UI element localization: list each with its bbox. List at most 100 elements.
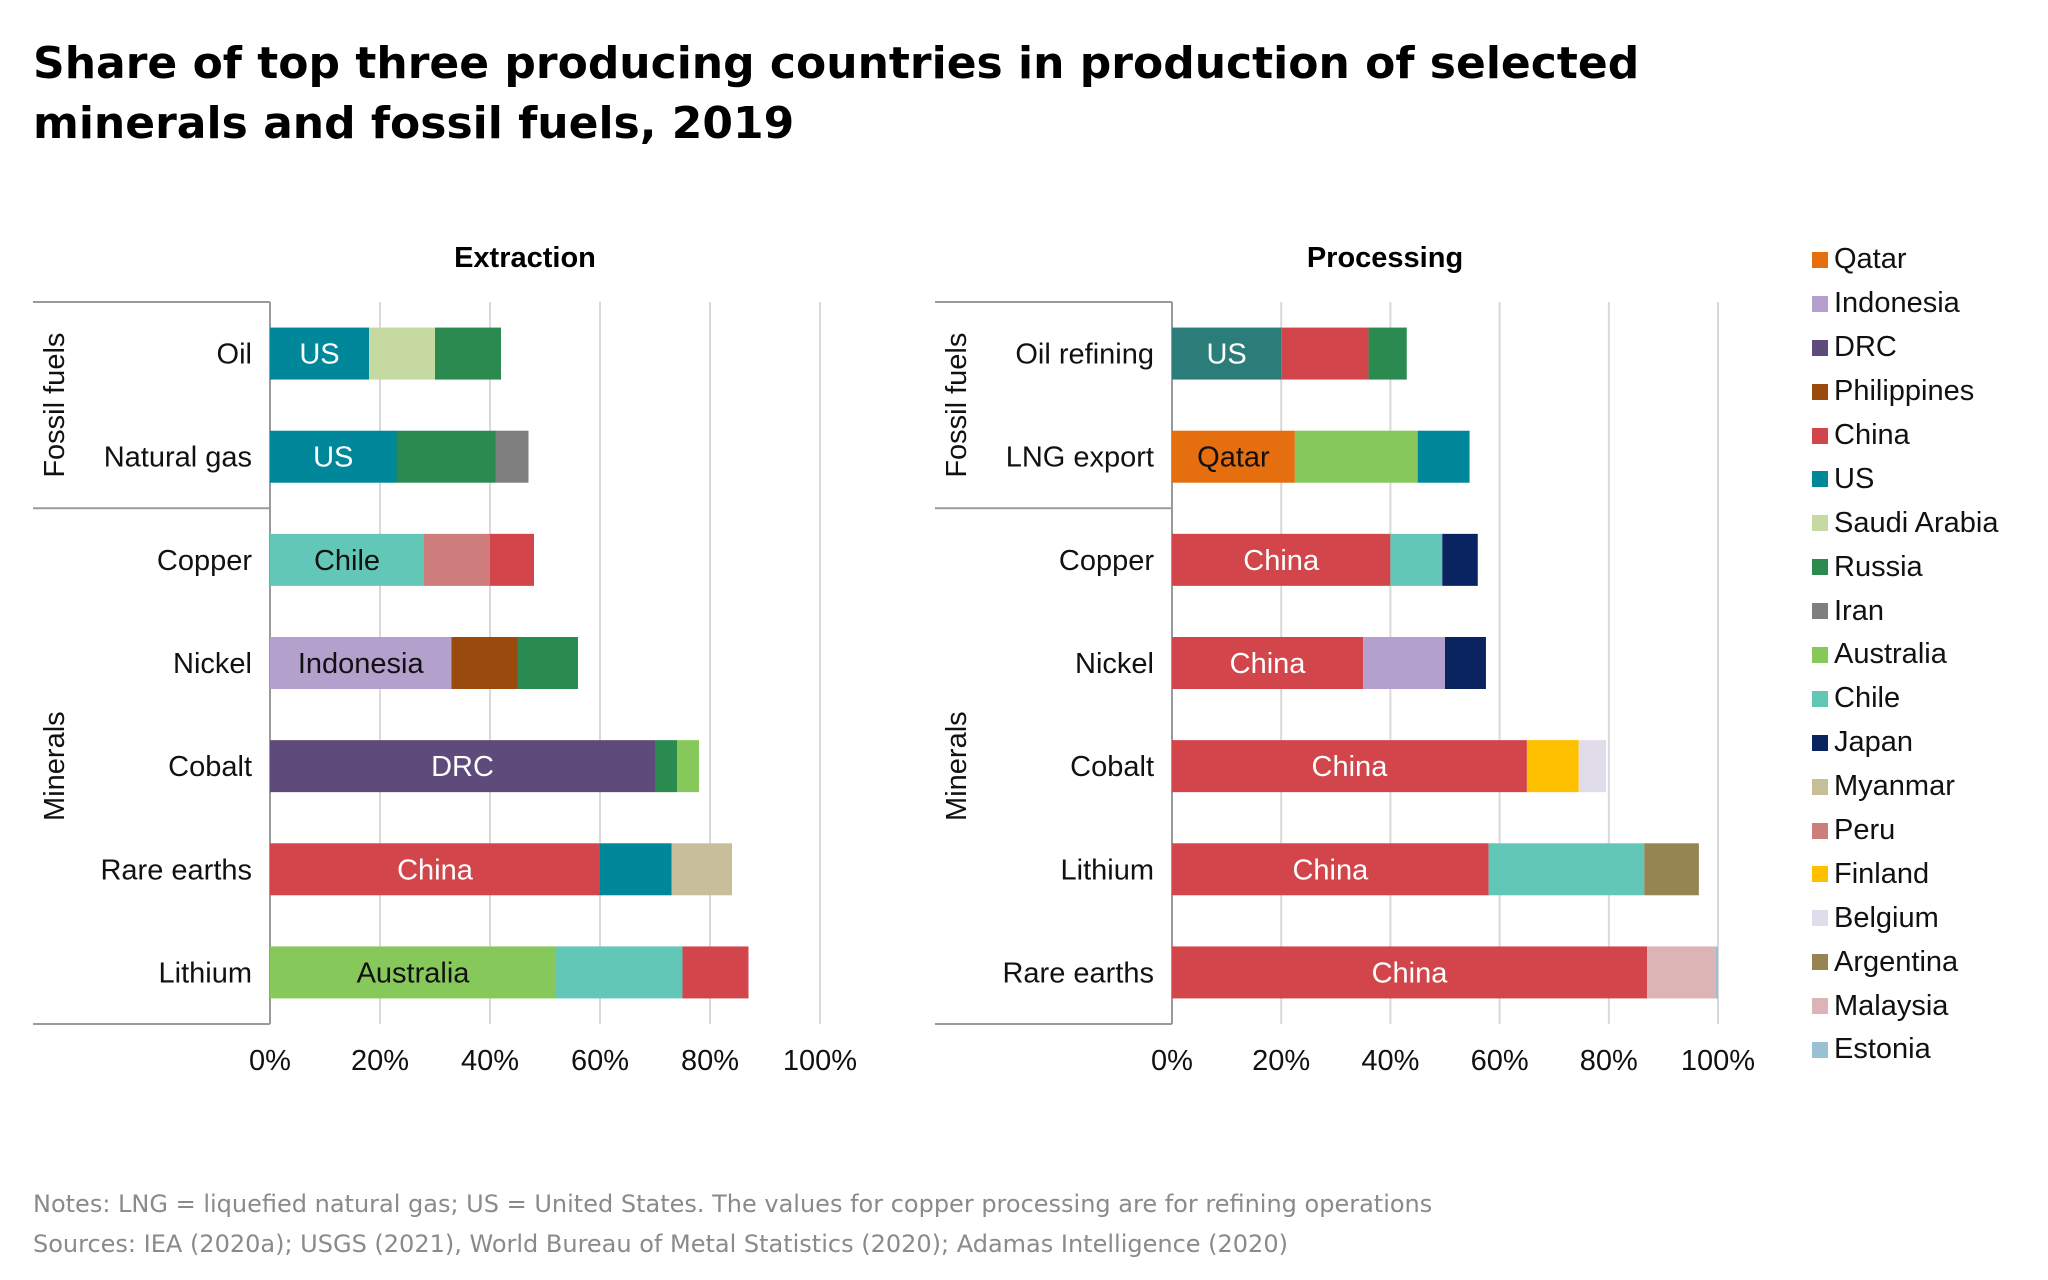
bar-segment-myanmar bbox=[671, 843, 732, 896]
legend-swatch bbox=[1812, 559, 1828, 576]
legend-item: Japan bbox=[1812, 721, 1998, 765]
x-tick-label: 100% bbox=[1681, 1045, 1755, 1077]
bar-segment-malaysia bbox=[1647, 946, 1716, 999]
bar-segment-us bbox=[1417, 430, 1470, 483]
legend: Qatar Indonesia DRC Philippines China US Saudi… bbox=[1812, 238, 1998, 1072]
legend-swatch bbox=[1812, 646, 1828, 663]
bar-segment-peru bbox=[424, 533, 490, 586]
x-tick-label: 60% bbox=[571, 1045, 629, 1077]
legend-swatch bbox=[1812, 1041, 1828, 1058]
legend-item: Myanmar bbox=[1812, 765, 1998, 809]
bar-data-label: Chile bbox=[314, 545, 380, 577]
bar-segment-china bbox=[1172, 740, 1527, 793]
category-label: LNG export bbox=[1006, 442, 1154, 474]
legend-swatch bbox=[1812, 471, 1828, 488]
panel-title: Processing bbox=[1307, 242, 1463, 274]
legend-swatch bbox=[1812, 383, 1828, 400]
legend-item: Australia bbox=[1812, 633, 1998, 677]
group-label: Fossil fuels bbox=[39, 333, 71, 478]
legend-label: Qatar bbox=[1834, 243, 1907, 276]
bar-data-label: China bbox=[1230, 648, 1307, 680]
legend-item: US bbox=[1812, 457, 1998, 501]
legend-swatch bbox=[1812, 339, 1828, 356]
bar-segment-us bbox=[1172, 327, 1282, 380]
legend-swatch bbox=[1812, 954, 1828, 971]
legend-item: DRC bbox=[1812, 326, 1998, 370]
bar-segment-australia bbox=[1294, 430, 1418, 483]
bar-data-label: Qatar bbox=[1197, 442, 1270, 474]
legend-item: Iran bbox=[1812, 589, 1998, 633]
bar-segment-estonia bbox=[1715, 946, 1718, 999]
bar-segment-russia bbox=[435, 327, 501, 380]
bar-segment-belgium bbox=[1578, 740, 1607, 793]
category-label: Nickel bbox=[173, 648, 252, 680]
bar-segment-china bbox=[1281, 327, 1369, 380]
x-tick-label: 40% bbox=[1361, 1045, 1419, 1077]
legend-label: Peru bbox=[1834, 814, 1896, 847]
bar-data-label: US bbox=[299, 339, 339, 371]
legend-swatch bbox=[1812, 778, 1828, 795]
legend-label: Finland bbox=[1834, 857, 1930, 890]
bar-segment-china bbox=[1172, 533, 1391, 586]
bar-segment-chile bbox=[1390, 533, 1443, 586]
bar-segment-chile bbox=[1488, 843, 1645, 896]
x-tick-label: 20% bbox=[1252, 1045, 1310, 1077]
bar-data-label: China bbox=[1243, 545, 1320, 577]
category-label: Rare earths bbox=[1002, 957, 1154, 989]
bar-segment-russia bbox=[655, 740, 677, 793]
charts-canvas: Extraction 0% 20% 40% 60% 80% 100% Oil US Natural… bbox=[33, 242, 1755, 1077]
sources-text: Sources: IEA (2020a); USGS (2021), World… bbox=[33, 1230, 1288, 1258]
chart-title: Share of top three producing countries i… bbox=[33, 38, 1640, 149]
bar-data-label: China bbox=[397, 854, 474, 886]
legend-item: Finland bbox=[1812, 852, 1998, 896]
legend-item: Belgium bbox=[1812, 896, 1998, 940]
bar-segment-japan bbox=[1445, 637, 1486, 689]
panel-title: Extraction bbox=[454, 242, 596, 274]
legend-swatch bbox=[1812, 822, 1828, 839]
legend-label: Saudi Arabia bbox=[1834, 506, 1999, 539]
legend-label: US bbox=[1834, 462, 1875, 495]
x-tick-label: 80% bbox=[681, 1045, 739, 1077]
legend-label: China bbox=[1834, 419, 1910, 451]
category-label: Natural gas bbox=[104, 442, 252, 474]
legend-label: Argentina bbox=[1834, 945, 1959, 978]
legend-label: Myanmar bbox=[1834, 770, 1955, 803]
legend-swatch bbox=[1812, 515, 1828, 532]
group-label: Minerals bbox=[39, 711, 71, 821]
category-label: Nickel bbox=[1075, 648, 1154, 680]
x-tick-label: 80% bbox=[1580, 1045, 1638, 1077]
bar-data-label: US bbox=[313, 442, 353, 474]
legend-item: Indonesia bbox=[1812, 282, 1998, 326]
bar-segment-indonesia bbox=[1363, 637, 1445, 689]
legend-label: Belgium bbox=[1834, 901, 1939, 934]
legend-swatch bbox=[1812, 295, 1828, 312]
category-label: Rare earths bbox=[100, 854, 252, 886]
legend-swatch bbox=[1812, 866, 1828, 883]
category-label: Copper bbox=[157, 545, 252, 577]
legend-label: Estonia bbox=[1834, 1033, 1931, 1066]
bar-data-label: Indonesia bbox=[298, 648, 425, 680]
legend-label: Australia bbox=[1834, 638, 1947, 671]
bar-data-label: China bbox=[1372, 957, 1449, 989]
legend-label: Indonesia bbox=[1834, 287, 1960, 320]
group-label: Fossil fuels bbox=[941, 333, 973, 478]
legend-item: Russia bbox=[1812, 545, 1998, 589]
legend-item: Saudi Arabia bbox=[1812, 501, 1998, 545]
bar-segment-russia bbox=[396, 430, 496, 483]
bar-data-label: DRC bbox=[431, 751, 494, 783]
bar-segment-us bbox=[270, 430, 397, 483]
bar-segment-saudi-arabia bbox=[369, 327, 435, 380]
x-tick-label: 20% bbox=[351, 1045, 409, 1077]
category-label: Lithium bbox=[159, 957, 253, 989]
bar-segment-china bbox=[1172, 843, 1489, 896]
legend-swatch bbox=[1812, 998, 1828, 1015]
bar-segment-us bbox=[270, 327, 369, 380]
bar-segment-china bbox=[490, 533, 534, 586]
legend-label: Russia bbox=[1834, 550, 1923, 583]
bar-segment-russia bbox=[1368, 327, 1407, 380]
category-label: Oil bbox=[217, 339, 252, 371]
legend-swatch bbox=[1812, 690, 1828, 707]
legend-swatch bbox=[1812, 734, 1828, 751]
category-label: Cobalt bbox=[1070, 751, 1154, 783]
bar-segment-australia bbox=[270, 946, 556, 999]
